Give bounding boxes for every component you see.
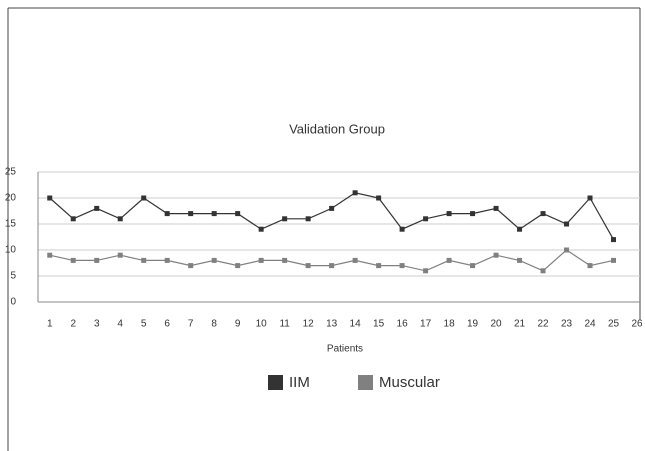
x-tick-label: 5 bbox=[141, 319, 147, 330]
point bbox=[47, 252, 53, 258]
x-tick-label: 26 bbox=[631, 319, 643, 330]
point bbox=[470, 263, 476, 269]
point bbox=[517, 226, 523, 232]
point bbox=[258, 257, 264, 263]
point bbox=[70, 257, 76, 263]
point bbox=[399, 226, 405, 232]
x-tick-label: 1 bbox=[47, 319, 53, 330]
x-tick-label: 8 bbox=[211, 319, 217, 330]
y-tick-label: 10 bbox=[5, 245, 17, 256]
point bbox=[211, 211, 217, 217]
point bbox=[258, 226, 264, 232]
point bbox=[94, 257, 100, 263]
point bbox=[282, 257, 288, 263]
x-tick-label: 20 bbox=[490, 319, 502, 330]
x-tick-label: 19 bbox=[467, 319, 479, 330]
point bbox=[282, 216, 288, 222]
point bbox=[493, 205, 499, 211]
point bbox=[164, 257, 170, 263]
point bbox=[564, 247, 570, 253]
point bbox=[235, 211, 241, 217]
point bbox=[470, 211, 476, 217]
x-tick-label: 18 bbox=[444, 319, 456, 330]
point bbox=[70, 216, 76, 222]
legend-label: IIM bbox=[289, 374, 310, 391]
x-tick-label: 4 bbox=[117, 319, 123, 330]
x-tick-label: 7 bbox=[188, 319, 194, 330]
x-tick-label: 24 bbox=[584, 319, 596, 330]
x-tick-label: 2 bbox=[70, 319, 76, 330]
point bbox=[164, 211, 170, 217]
x-tick-label: 16 bbox=[397, 319, 409, 330]
x-tick-label: 6 bbox=[164, 319, 170, 330]
x-tick-label: 22 bbox=[537, 319, 549, 330]
point bbox=[47, 195, 53, 201]
point bbox=[117, 252, 123, 258]
point bbox=[587, 263, 593, 269]
x-tick-label: 11 bbox=[279, 319, 290, 330]
point bbox=[352, 190, 358, 196]
y-tick-label: 15 bbox=[5, 219, 17, 230]
chart-title: Validation Group bbox=[289, 121, 385, 136]
y-tick-label: 20 bbox=[5, 193, 17, 204]
x-tick-label: 10 bbox=[256, 319, 268, 330]
point bbox=[329, 205, 335, 211]
point bbox=[611, 257, 617, 263]
y-tick-label: 5 bbox=[10, 271, 16, 282]
x-tick-label: 12 bbox=[303, 319, 315, 330]
y-tick-label: 0 bbox=[10, 297, 16, 308]
x-tick-label: 9 bbox=[235, 319, 241, 330]
point bbox=[493, 252, 499, 258]
point bbox=[94, 205, 100, 211]
point bbox=[352, 257, 358, 263]
point bbox=[188, 263, 194, 269]
x-tick-label: 15 bbox=[373, 319, 385, 330]
point bbox=[235, 263, 241, 269]
point bbox=[540, 211, 546, 217]
x-tick-label: 25 bbox=[608, 319, 620, 330]
point bbox=[446, 257, 452, 263]
point bbox=[446, 211, 452, 217]
point bbox=[117, 216, 123, 222]
point bbox=[329, 263, 335, 269]
point bbox=[587, 195, 593, 201]
point bbox=[376, 195, 382, 201]
x-tick-label: 21 bbox=[514, 319, 526, 330]
point bbox=[211, 257, 217, 263]
point bbox=[141, 257, 147, 263]
point bbox=[517, 257, 523, 263]
point bbox=[540, 268, 546, 274]
y-tick-label: 25 bbox=[5, 167, 17, 178]
point bbox=[423, 216, 429, 222]
legend-label: Muscular bbox=[379, 374, 440, 391]
series-line bbox=[49, 192, 615, 240]
x-axis-label: Patients bbox=[327, 344, 363, 355]
point bbox=[423, 268, 429, 274]
point bbox=[611, 237, 617, 243]
point bbox=[399, 263, 405, 269]
x-tick-label: 14 bbox=[350, 319, 362, 330]
legend-swatch bbox=[358, 375, 373, 390]
point bbox=[305, 263, 311, 269]
point bbox=[564, 221, 570, 227]
x-tick-label: 17 bbox=[420, 319, 432, 330]
legend-swatch bbox=[268, 375, 283, 390]
point bbox=[305, 216, 311, 222]
point bbox=[188, 211, 194, 217]
x-tick-label: 3 bbox=[94, 319, 100, 330]
x-tick-label: 23 bbox=[561, 319, 573, 330]
point bbox=[376, 263, 382, 269]
x-tick-label: 13 bbox=[326, 319, 338, 330]
point bbox=[141, 195, 147, 201]
